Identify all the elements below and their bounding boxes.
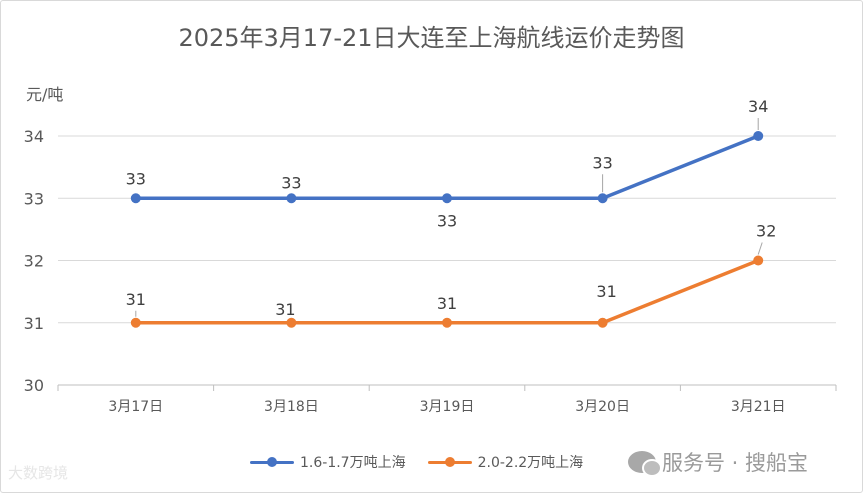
data-point [442,317,452,328]
data-label: 31 [275,300,295,319]
series-line-2 [134,258,760,325]
data-point [597,193,608,204]
legend-label-series-2: 2.0-2.2万吨上海 [477,455,584,471]
data-label: 31 [126,290,146,309]
watermark-right: 服务号 · 搜船宝 [628,447,808,477]
series-line-1 [134,134,760,200]
x-tick-label: 3月17日 [108,399,163,415]
legend-marker-series-2 [444,457,455,467]
data-point [597,317,608,328]
watermark-left-text: 大数跨境 [8,464,69,482]
wechat-logo-icon [628,451,662,477]
legend-swatch-series-2 [427,455,472,469]
chart-legend: 1.6-1.7万吨上海 2.0-2.2万吨上海 [250,452,583,472]
y-tick-label: 33 [24,189,44,208]
data-point [130,317,141,328]
data-point [286,193,297,204]
legend-item-series-2: 2.0-2.2万吨上海 [427,452,584,472]
data-point [130,193,141,204]
legend-item-series-1: 1.6-1.7万吨上海 [250,452,406,472]
legend-swatch-series-1 [250,455,294,469]
data-label: 33 [437,211,457,230]
data-label: 33 [281,173,301,192]
x-tick-label: 3月18日 [264,399,319,415]
data-label: 34 [748,97,768,116]
y-axis-label: 元/吨 [26,85,63,104]
watermark-left: 大数跨境 [8,462,68,483]
watermark-right-text: 服务号 · 搜船宝 [662,451,809,475]
x-tick-label: 3月21日 [731,399,786,415]
data-point [442,193,452,204]
x-tick-label: 3月19日 [420,399,475,415]
data-point [286,317,297,328]
chart-title: 2025年3月17-21日大连至上海航线运价走势图 [178,24,685,52]
label-leader-line [757,242,763,255]
data-label: 33 [126,169,146,188]
y-tick-label: 32 [24,252,44,271]
data-point [753,255,764,266]
y-tick-label: 31 [24,314,44,333]
x-tick-label: 3月20日 [575,399,630,415]
data-label: 32 [756,222,776,241]
data-point [753,131,764,141]
data-label: 33 [592,153,612,172]
data-label: 31 [437,294,457,313]
legend-marker-series-1 [267,457,277,467]
y-tick-label: 34 [24,127,44,146]
y-tick-label: 30 [24,376,44,395]
data-label: 31 [596,282,616,301]
legend-label-series-1: 1.6-1.7万吨上海 [300,455,406,471]
